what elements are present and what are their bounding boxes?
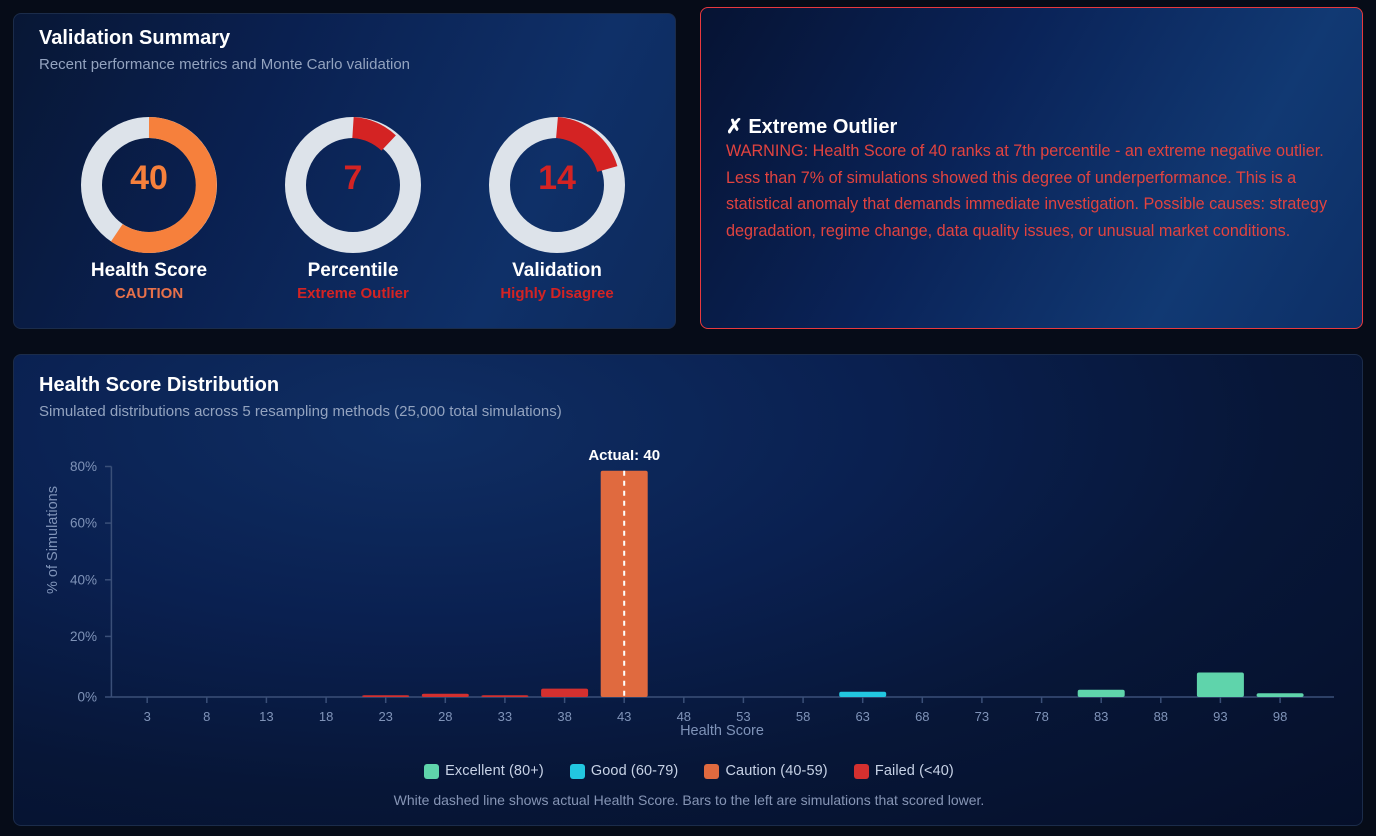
svg-text:18: 18	[319, 709, 333, 724]
svg-text:63: 63	[855, 709, 869, 724]
svg-text:Actual: 40: Actual: 40	[588, 450, 660, 464]
svg-text:93: 93	[1213, 709, 1227, 724]
svg-text:0%: 0%	[77, 690, 97, 705]
svg-text:8: 8	[203, 709, 210, 724]
svg-text:58: 58	[796, 709, 810, 724]
svg-text:88: 88	[1154, 709, 1168, 724]
svg-text:80%: 80%	[70, 459, 97, 474]
svg-text:3: 3	[144, 709, 151, 724]
svg-text:33: 33	[498, 709, 512, 724]
svg-text:73: 73	[975, 709, 989, 724]
svg-text:60%: 60%	[70, 516, 97, 531]
svg-text:40%: 40%	[70, 572, 97, 587]
svg-text:38: 38	[557, 709, 571, 724]
svg-text:53: 53	[736, 709, 750, 724]
svg-text:20%: 20%	[70, 629, 97, 644]
svg-text:78: 78	[1034, 709, 1048, 724]
svg-text:Health Score: Health Score	[680, 723, 764, 739]
svg-text:68: 68	[915, 709, 929, 724]
svg-text:98: 98	[1273, 709, 1287, 724]
svg-text:28: 28	[438, 709, 452, 724]
svg-text:83: 83	[1094, 709, 1108, 724]
svg-text:48: 48	[677, 709, 691, 724]
svg-text:13: 13	[259, 709, 273, 724]
svg-text:43: 43	[617, 709, 631, 724]
svg-text:23: 23	[378, 709, 392, 724]
